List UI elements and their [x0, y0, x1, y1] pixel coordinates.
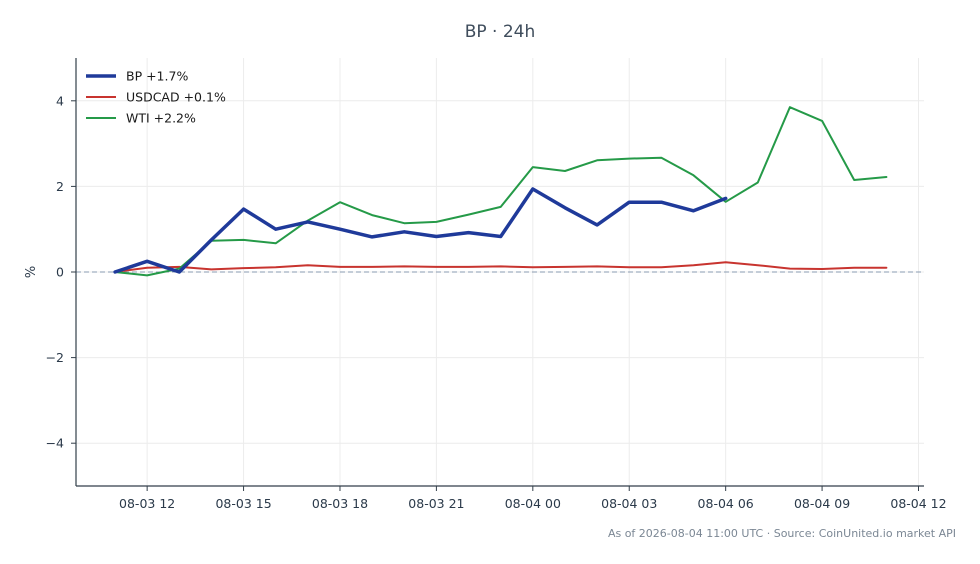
y-tick-label: −4	[46, 436, 64, 451]
x-tick-label: 08-03 18	[312, 496, 368, 511]
x-tick-label: 08-03 15	[215, 496, 271, 511]
series-line-usdcad	[114, 261, 888, 273]
legend-label: WTI +2.2%	[126, 111, 196, 126]
y-tick-label: 2	[56, 179, 64, 194]
chart-title: BP · 24h	[465, 22, 536, 42]
series-lines	[113, 106, 888, 277]
x-tick-label: 08-03 12	[119, 496, 175, 511]
x-tick-label: 08-03 21	[408, 496, 464, 511]
legend-label: USDCAD +0.1%	[126, 90, 226, 105]
legend-label: BP +1.7%	[126, 69, 188, 84]
source-footnote: As of 2026-08-04 11:00 UTC · Source: Coi…	[608, 527, 956, 540]
x-tick-label: 08-04 06	[698, 496, 754, 511]
legend: BP +1.7% USDCAD +0.1% WTI +2.2%	[86, 69, 226, 126]
y-tick-label: −2	[46, 350, 64, 365]
tick-labels: 4 2 0 −2 −4 08-03 12 08-03 15 08-03 18 08-03 21 0…	[46, 93, 947, 511]
x-tick-label: 08-04 00	[505, 496, 561, 511]
x-tick-label: 08-04 03	[601, 496, 657, 511]
series-line-wti	[114, 106, 888, 277]
axes	[71, 58, 924, 491]
x-tick-label: 08-04 12	[890, 496, 946, 511]
y-axis-label: %	[24, 266, 39, 278]
y-tick-label: 0	[56, 265, 64, 280]
y-tick-label: 4	[56, 93, 64, 108]
series-line-bp	[113, 187, 728, 274]
x-tick-label: 08-04 09	[794, 496, 850, 511]
